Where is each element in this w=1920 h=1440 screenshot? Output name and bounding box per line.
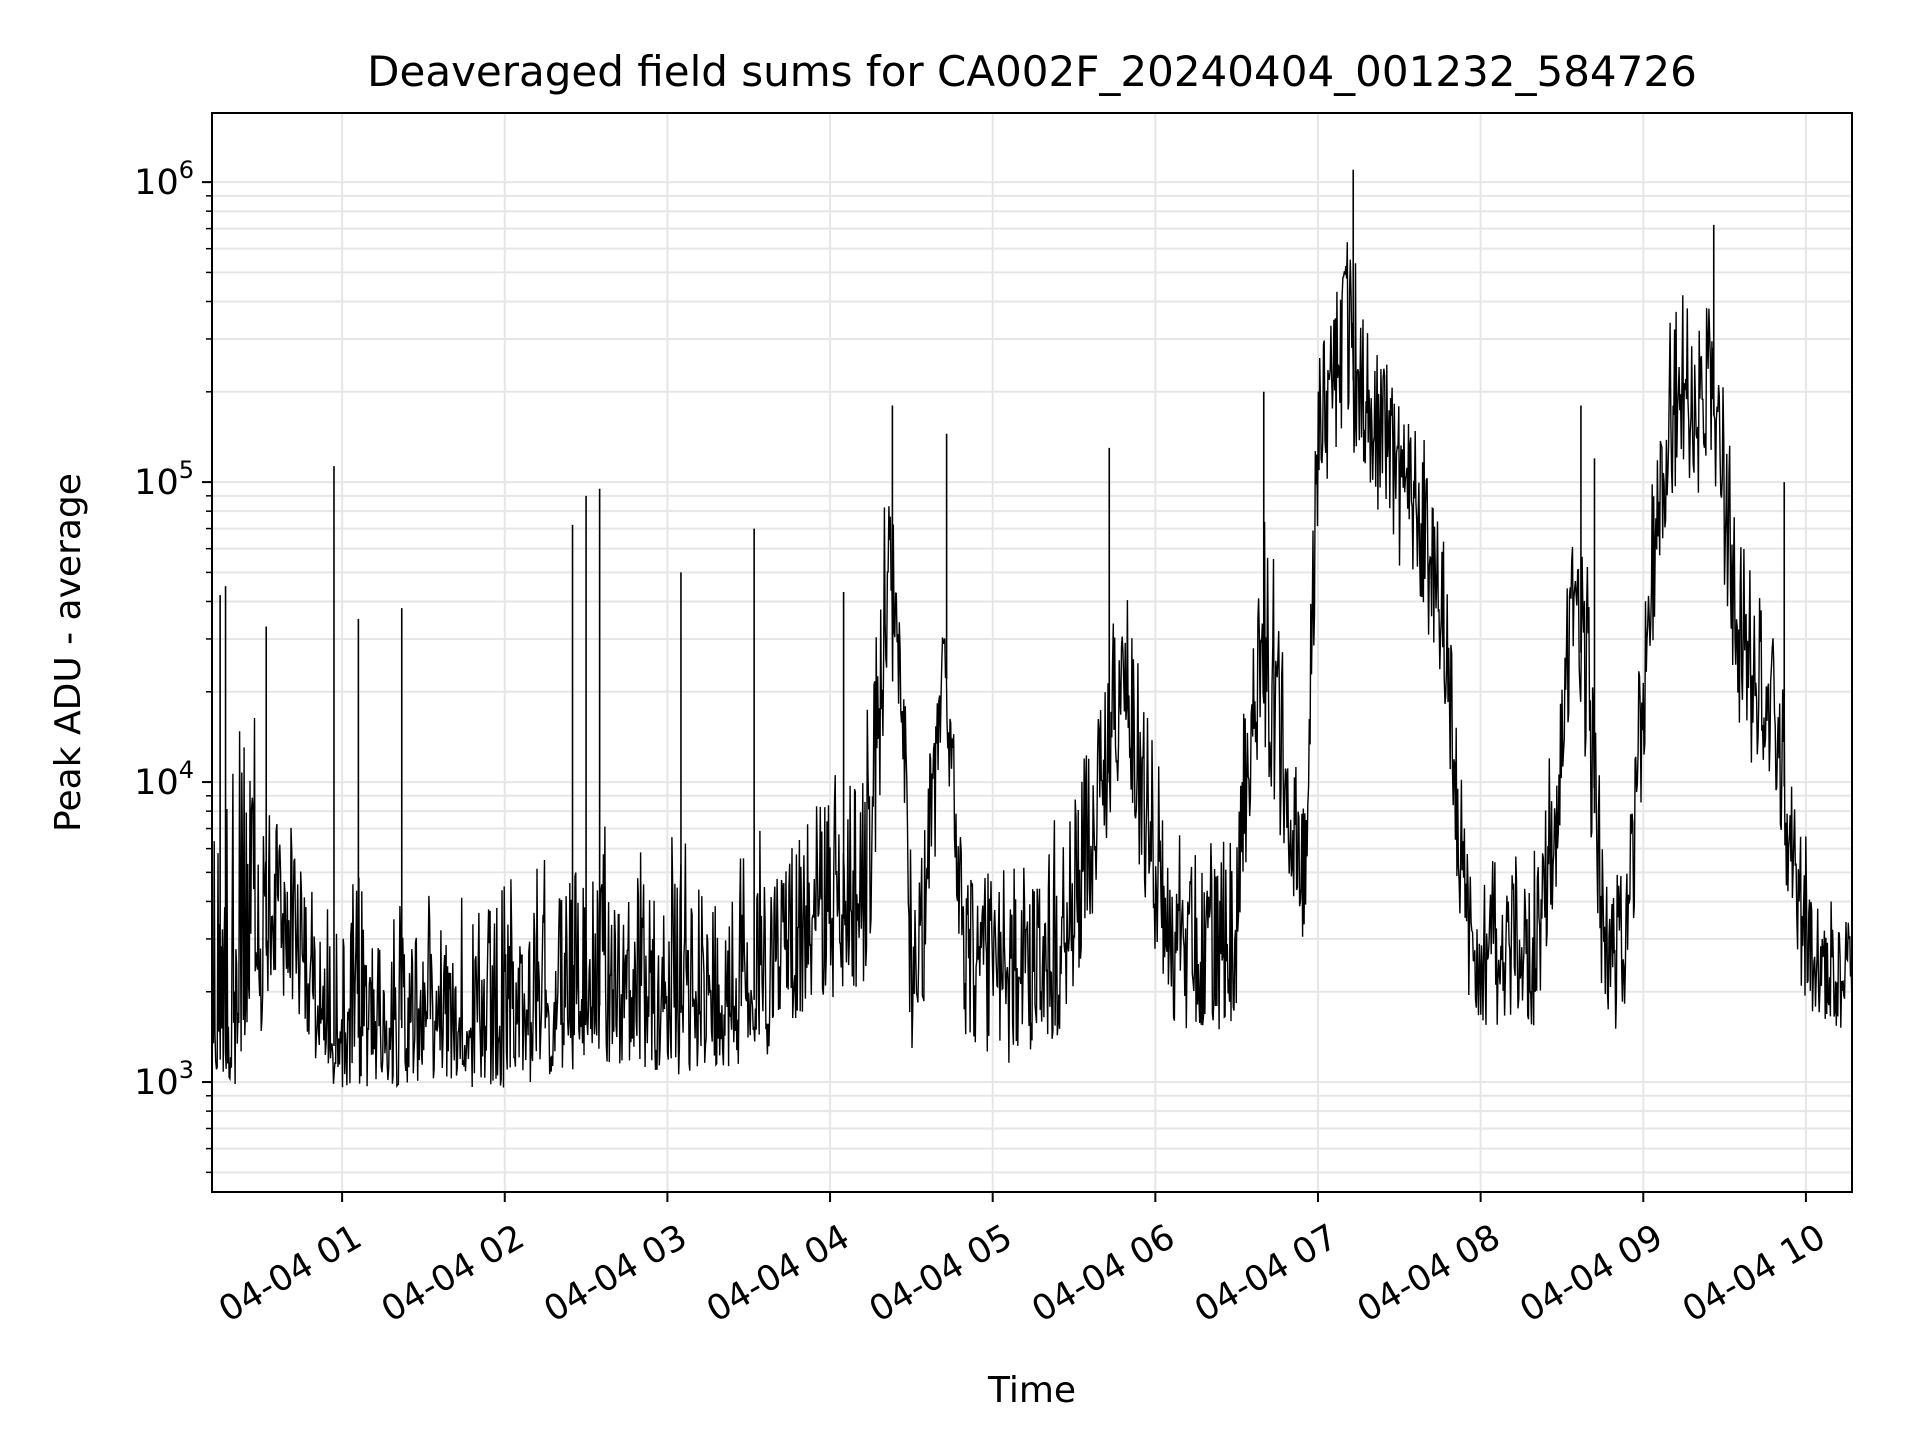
plot-frame (211, 112, 1853, 1193)
y-tick-label: 105 (134, 456, 194, 503)
grid-lines (212, 113, 1852, 1192)
y-tick-label: 103 (134, 1056, 194, 1103)
chart-title: Deaveraged field sums for CA002F_2024040… (367, 47, 1697, 96)
y-axis-label: Peak ADU - average (48, 473, 89, 832)
y-tick-label: 106 (134, 156, 194, 203)
y-tick-label: 104 (134, 756, 194, 803)
x-axis-label: Time (987, 1370, 1076, 1411)
series-line (211, 242, 1853, 1089)
y-axis-ticks: 103 104 105 106 (134, 156, 212, 1174)
data-series (211, 169, 1853, 1089)
